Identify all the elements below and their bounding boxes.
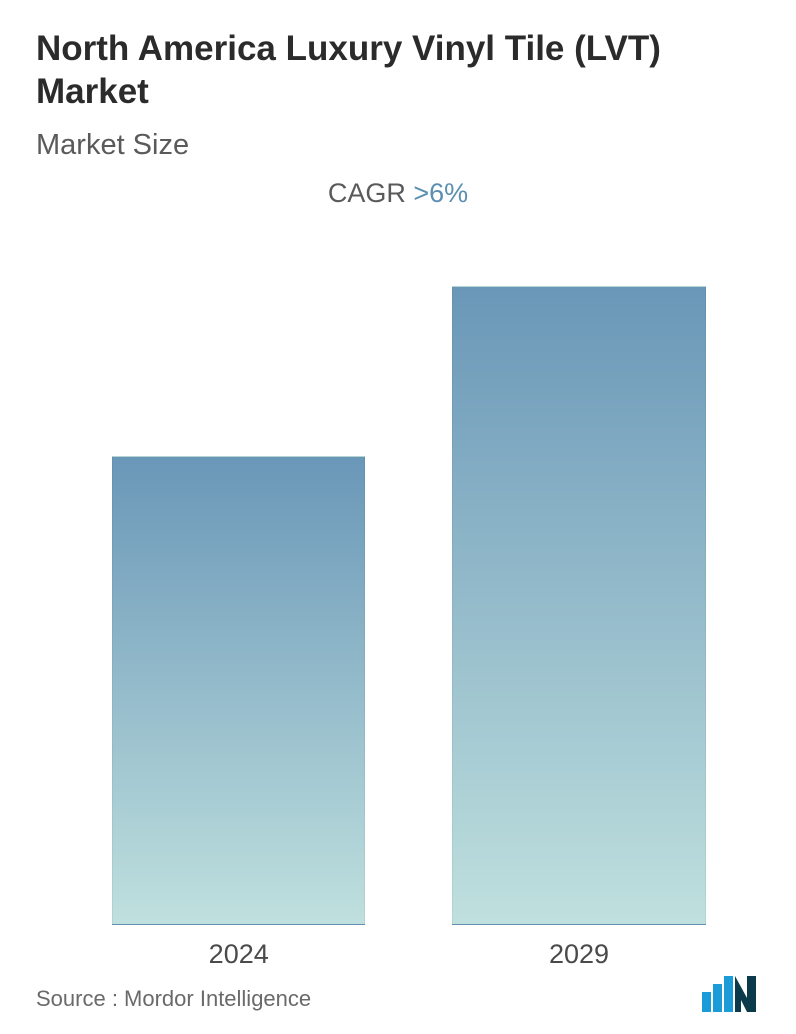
chart-subtitle: Market Size xyxy=(36,129,760,162)
mordor-logo-icon xyxy=(702,974,760,1012)
bar-plot-area xyxy=(36,245,760,925)
chart-footer: Source : Mordor Intelligence xyxy=(36,974,760,1012)
x-label-2024: 2024 xyxy=(209,939,269,970)
cagr-line: CAGR >6% xyxy=(36,178,760,209)
cagr-label: CAGR xyxy=(328,178,414,208)
cagr-value: >6% xyxy=(413,178,468,208)
bar-2029 xyxy=(452,286,705,925)
chart-card: North America Luxury Vinyl Tile (LVT) Ma… xyxy=(0,0,796,1034)
page-title: North America Luxury Vinyl Tile (LVT) Ma… xyxy=(36,28,760,113)
source-attribution: Source : Mordor Intelligence xyxy=(36,986,311,1012)
bar-2024 xyxy=(112,456,365,925)
x-label-2029: 2029 xyxy=(549,939,609,970)
